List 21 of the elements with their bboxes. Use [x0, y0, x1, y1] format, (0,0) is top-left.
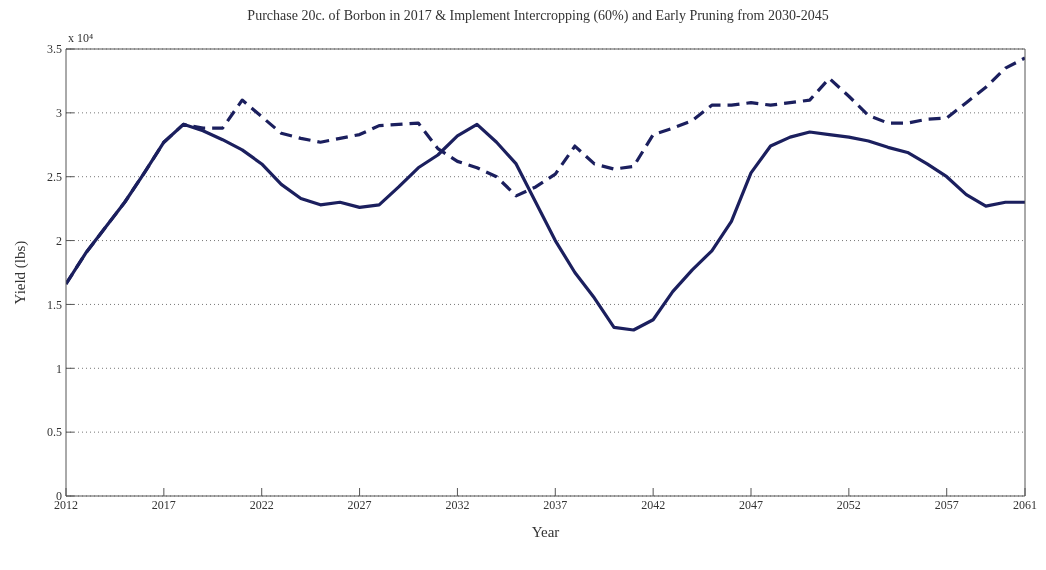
x-axis-title: Year	[531, 524, 560, 540]
x-tick-label: 2037	[543, 497, 568, 512]
x-tick-label: 2042	[641, 497, 666, 512]
y-tick-label: 1.5	[47, 297, 62, 312]
y-tick-label: 3	[56, 106, 62, 121]
y-tick-label: 2.5	[47, 169, 62, 184]
x-tick-label: 2057	[934, 497, 959, 512]
x-tick-label: 2022	[249, 497, 274, 512]
y-tick-label: 0.5	[47, 425, 62, 440]
text: x 10⁴	[68, 31, 94, 45]
x-tick-label: 2032	[445, 497, 470, 512]
x-tick-label: 2052	[836, 497, 861, 512]
x-tick-label: 2047	[739, 497, 763, 512]
x-tick-label: 2061	[1013, 497, 1037, 512]
x-tick-label: 2017	[151, 497, 176, 512]
y-tick-label: 1	[56, 361, 62, 376]
y-tick-label: 3.5	[47, 42, 62, 57]
y-axis-title: Yield (lbs)	[12, 240, 30, 305]
x-tick-label: 2027	[347, 497, 372, 512]
chart-title: Purchase 20c. of Borbon in 2017 & Implement Intercropping (60%) and Early Pruning from 2030-2045	[246, 8, 830, 25]
y-tick-label: 2	[56, 233, 62, 248]
